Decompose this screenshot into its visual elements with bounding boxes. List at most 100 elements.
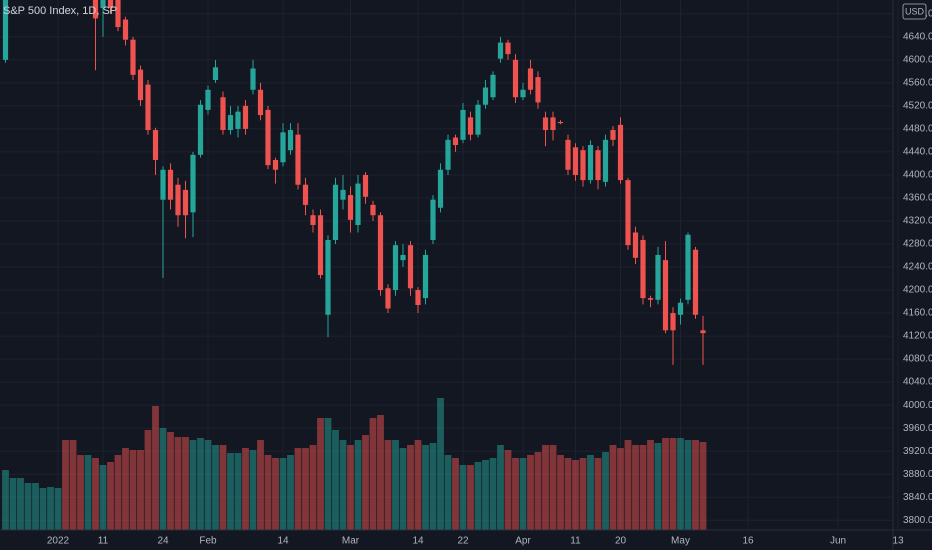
volume-bar — [137, 450, 144, 530]
candle-body — [565, 139, 571, 170]
volume-bar — [279, 458, 287, 530]
volume-bar — [324, 418, 332, 530]
volume-bar — [204, 440, 212, 530]
axes: 3800.00 3840.00 3880.00 3920.00 3960.00 4000.… — [47, 8, 932, 546]
volume-bar — [407, 445, 414, 530]
x-tick-label: 16 — [742, 536, 754, 547]
volume-bar — [557, 455, 564, 530]
volume-bar — [669, 438, 677, 530]
volume-bar — [317, 418, 324, 530]
volume-bar — [429, 443, 437, 530]
volume-bar — [54, 488, 62, 530]
candle-body — [535, 77, 541, 103]
y-tick-label: 4000.00 — [903, 400, 932, 411]
volume-bar — [699, 442, 707, 530]
volume-bar — [632, 445, 639, 530]
volume-bar — [39, 488, 47, 530]
volume-bar — [272, 458, 279, 530]
candle-body — [287, 130, 294, 151]
candle-body — [392, 245, 399, 291]
volume-bar — [662, 438, 669, 530]
y-tick-label: 4520.00 — [903, 101, 932, 112]
volume-bar — [489, 458, 497, 530]
candle-body — [100, 0, 106, 9]
volume-bar — [459, 465, 467, 530]
volume-bar — [527, 455, 534, 530]
candle-body — [602, 139, 609, 182]
volume-bar — [519, 458, 527, 530]
volume-bar — [17, 478, 24, 530]
y-tick-label: 4120.00 — [903, 331, 932, 342]
candle-body — [497, 42, 504, 59]
candle-body — [2, 0, 9, 60]
candle-body — [542, 117, 549, 131]
y-tick-label: 4360.00 — [903, 193, 932, 204]
x-tick-label: 11 — [570, 536, 581, 547]
volume-bar — [234, 453, 242, 530]
x-tick-label: Apr — [515, 536, 531, 547]
candle-body — [242, 105, 249, 129]
volume-bar — [437, 398, 444, 530]
candle-body — [280, 132, 286, 163]
currency-box — [902, 3, 927, 20]
candle-body — [130, 39, 136, 75]
y-tick-label: 4600.00 — [903, 54, 932, 65]
volume-bar — [512, 458, 519, 530]
candle-body — [317, 215, 324, 276]
volume-bar — [617, 448, 624, 530]
candle-body — [520, 89, 526, 98]
x-tick-label: 24 — [157, 536, 169, 547]
volume-bar — [144, 430, 152, 530]
volume-bar — [362, 435, 369, 530]
volume-bar — [47, 487, 54, 530]
volume-bar — [339, 440, 347, 530]
candle-body — [190, 154, 196, 213]
volume-pane — [2, 398, 707, 530]
candle-body — [407, 245, 414, 289]
volume-bar — [294, 448, 302, 530]
x-tick-label: 13 — [892, 536, 904, 547]
y-tick-label: 3800.00 — [903, 515, 932, 526]
volume-bar — [369, 418, 377, 530]
x-tick-label: 14 — [412, 536, 424, 547]
volume-bar — [452, 458, 459, 530]
volume-bar — [654, 443, 662, 530]
candle-body — [205, 89, 211, 110]
candle-body — [505, 42, 511, 55]
candle-body — [152, 130, 159, 160]
candle-body — [220, 97, 226, 131]
volume-bar — [377, 415, 384, 530]
candle-body — [557, 121, 564, 124]
candle-body — [475, 104, 481, 135]
volume-bar — [624, 440, 632, 530]
candle-body — [610, 130, 616, 140]
volume-bar — [219, 445, 227, 530]
currency-label: USD — [905, 6, 925, 16]
candle-body — [122, 19, 129, 40]
y-tick-label: 4160.00 — [903, 308, 932, 319]
volume-bar — [579, 458, 587, 530]
volume-bar — [62, 440, 69, 530]
volume-bar — [107, 462, 114, 530]
candle-body — [347, 195, 354, 220]
candle-body — [370, 204, 376, 216]
volume-bar — [692, 440, 699, 530]
candle-body — [460, 109, 466, 140]
volume-bar — [302, 448, 309, 530]
volume-bar — [152, 406, 159, 530]
volume-bar — [542, 445, 549, 530]
y-tick-label: 4280.00 — [903, 239, 932, 250]
volume-bar — [24, 483, 32, 530]
volume-bar — [2, 470, 9, 530]
x-tick-label: 11 — [98, 536, 109, 547]
volume-bar — [92, 458, 99, 530]
candle-body — [572, 147, 579, 175]
candle-body — [250, 68, 256, 90]
volume-bar — [564, 458, 572, 530]
candle-body — [355, 183, 361, 226]
candle-body — [92, 0, 99, 19]
volume-bar — [84, 455, 92, 530]
volume-bar — [572, 460, 579, 530]
candle-body — [145, 84, 151, 131]
